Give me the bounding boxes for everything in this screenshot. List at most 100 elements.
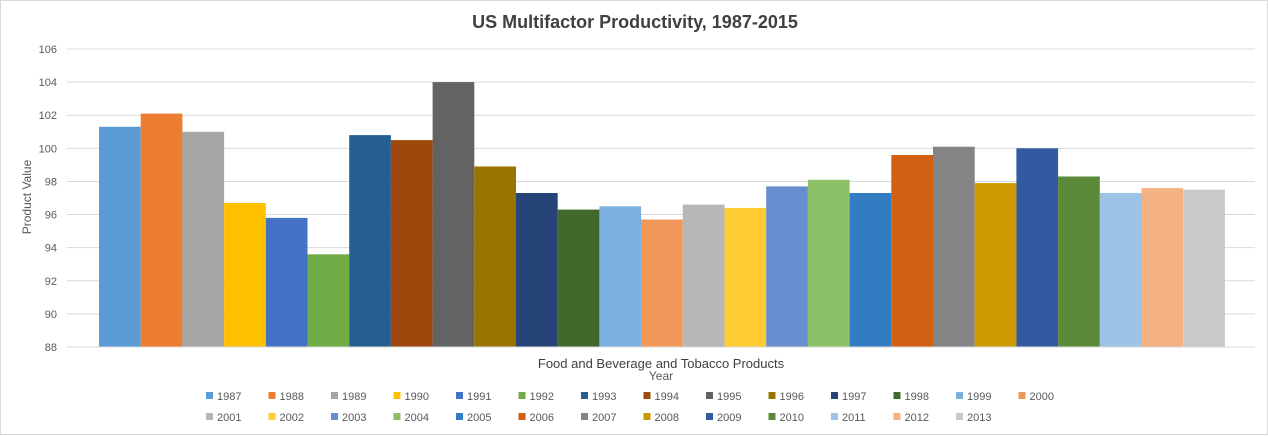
bar-2006 bbox=[891, 155, 933, 347]
bars bbox=[99, 82, 1225, 347]
y-axis-label: Product Value bbox=[20, 159, 34, 234]
bar-1996 bbox=[474, 166, 516, 347]
bar-1999 bbox=[599, 206, 642, 347]
bar-1998 bbox=[557, 209, 600, 347]
chart-title: US Multifactor Productivity, 1987-2015 bbox=[472, 12, 798, 32]
legend: 1987 1988 1989 1990 1991 1992 1993 1994 1995 1996… bbox=[206, 391, 1054, 424]
y-tick-label: 104 bbox=[39, 77, 57, 89]
legend-swatch bbox=[393, 392, 401, 399]
legend-swatch bbox=[268, 413, 276, 420]
legend-item-1993: 1993 bbox=[581, 391, 616, 403]
bar-2004 bbox=[807, 179, 850, 347]
legend-swatch bbox=[518, 413, 526, 420]
legend-swatch bbox=[456, 392, 463, 399]
legend-label: 2004 bbox=[405, 412, 429, 424]
y-tick-label: 90 bbox=[45, 309, 57, 321]
legend-swatch bbox=[706, 392, 713, 399]
legend-swatch bbox=[643, 413, 651, 420]
legend-label: 2007 bbox=[592, 412, 616, 424]
legend-item-2008: 2008 bbox=[643, 412, 679, 424]
legend-item-1995: 1995 bbox=[706, 391, 741, 403]
legend-item-1998: 1998 bbox=[893, 391, 929, 403]
legend-item-2004: 2004 bbox=[393, 412, 429, 424]
legend-label: 1988 bbox=[280, 391, 304, 403]
legend-item-2005: 2005 bbox=[456, 412, 491, 424]
legend-item-2006: 2006 bbox=[518, 412, 554, 424]
x-axis-label: Year bbox=[649, 369, 673, 383]
bar-2012 bbox=[1141, 188, 1184, 347]
legend-label: 1993 bbox=[592, 391, 616, 403]
y-tick-label: 102 bbox=[39, 110, 57, 122]
y-tick-label: 92 bbox=[45, 276, 57, 288]
legend-item-2011: 2011 bbox=[831, 412, 866, 424]
legend-label: 1987 bbox=[217, 391, 241, 403]
bar-2007 bbox=[933, 146, 975, 347]
y-tick-label: 88 bbox=[45, 342, 57, 354]
legend-swatch bbox=[456, 413, 463, 420]
legend-label: 2009 bbox=[717, 412, 741, 424]
legend-swatch bbox=[331, 413, 338, 420]
legend-item-2009: 2009 bbox=[706, 412, 741, 424]
legend-label: 1997 bbox=[842, 391, 866, 403]
y-axis-ticks: 88 90 92 94 96 98 100 102 104 106 bbox=[39, 44, 57, 354]
legend-item-1990: 1990 bbox=[393, 391, 429, 403]
bar-2002 bbox=[724, 207, 767, 347]
legend-label: 2001 bbox=[217, 412, 241, 424]
legend-label: 1995 bbox=[717, 391, 741, 403]
legend-item-1992: 1992 bbox=[518, 391, 554, 403]
bar-2000 bbox=[641, 219, 683, 347]
bar-1995 bbox=[432, 82, 475, 347]
legend-swatch bbox=[768, 392, 776, 399]
legend-item-2007: 2007 bbox=[581, 412, 616, 424]
legend-swatch bbox=[893, 392, 901, 399]
legend-item-2010: 2010 bbox=[768, 412, 804, 424]
bar-1988 bbox=[140, 113, 183, 347]
legend-label: 1989 bbox=[342, 391, 366, 403]
y-tick-label: 96 bbox=[45, 210, 57, 222]
legend-label: 2013 bbox=[967, 412, 991, 424]
category-label: Food and Beverage and Tobacco Products bbox=[538, 356, 785, 371]
legend-label: 1994 bbox=[655, 391, 679, 403]
legend-item-2001: 2001 bbox=[206, 412, 241, 424]
legend-label: 1991 bbox=[467, 391, 491, 403]
bar-1994 bbox=[390, 140, 433, 347]
legend-item-1997: 1997 bbox=[831, 391, 866, 403]
bar-2001 bbox=[682, 204, 725, 347]
legend-item-2012: 2012 bbox=[893, 412, 929, 424]
bar-1990 bbox=[224, 203, 266, 347]
bar-2011 bbox=[1099, 193, 1142, 347]
legend-swatch bbox=[956, 392, 963, 399]
legend-item-1996: 1996 bbox=[768, 391, 804, 403]
legend-label: 2003 bbox=[342, 412, 366, 424]
legend-swatch bbox=[581, 392, 588, 399]
y-tick-label: 106 bbox=[39, 44, 57, 56]
y-tick-label: 98 bbox=[45, 176, 57, 188]
legend-swatch bbox=[206, 413, 213, 420]
legend-label: 2006 bbox=[530, 412, 554, 424]
legend-swatch bbox=[768, 413, 776, 420]
bar-1991 bbox=[265, 217, 308, 347]
bar-1987 bbox=[99, 126, 141, 347]
legend-swatch bbox=[643, 392, 651, 399]
legend-label: 1990 bbox=[405, 391, 429, 403]
legend-item-2000: 2000 bbox=[1018, 391, 1054, 403]
legend-swatch bbox=[1018, 392, 1026, 399]
legend-label: 1998 bbox=[905, 391, 929, 403]
legend-swatch bbox=[268, 392, 276, 399]
bar-2008 bbox=[974, 183, 1017, 347]
legend-item-2002: 2002 bbox=[268, 412, 304, 424]
legend-swatch bbox=[893, 413, 901, 420]
legend-item-1991: 1991 bbox=[456, 391, 491, 403]
legend-label: 1999 bbox=[967, 391, 991, 403]
legend-label: 2002 bbox=[280, 412, 304, 424]
legend-label: 1992 bbox=[530, 391, 554, 403]
bar-1989 bbox=[182, 131, 225, 347]
bar-1997 bbox=[516, 193, 558, 347]
legend-label: 1996 bbox=[780, 391, 804, 403]
legend-item-2003: 2003 bbox=[331, 412, 366, 424]
legend-item-1999: 1999 bbox=[956, 391, 991, 403]
bar-1992 bbox=[307, 254, 350, 347]
legend-swatch bbox=[518, 392, 526, 399]
